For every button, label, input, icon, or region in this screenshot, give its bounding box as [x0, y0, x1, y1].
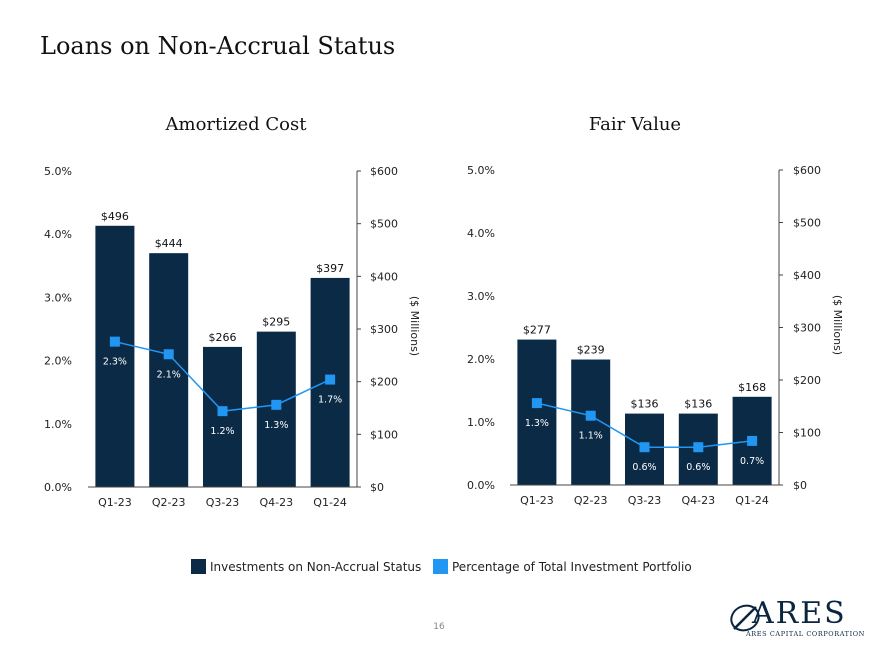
fair-value-left-tick-label: 3.0%: [467, 290, 495, 303]
fair-value-right-tick-label: $400: [793, 269, 821, 282]
fair-value-percentage-marker: [693, 442, 704, 453]
fair-value-right-axis-label: ($ Millions): [831, 295, 844, 355]
amortized-percentage-marker: [109, 336, 120, 347]
fair-value-right-tick-label: $0: [793, 479, 807, 492]
amortized-left-tick-label: 4.0%: [44, 228, 72, 241]
amortized-cost-chart: 0.0% 1.0% 2.0% 3.0% 4.0% 5.0% $0 $100 $200 $300 $4…: [44, 165, 421, 509]
fair-value-left-tick-label: 2.0%: [467, 353, 495, 366]
amortized-percentage-label: 1.3%: [264, 420, 288, 431]
fair-value-bar-q2-23: [571, 359, 611, 485]
amortized-bar-q2-23: [149, 253, 189, 487]
chart-title-amortized-cost: Amortized Cost: [165, 114, 307, 135]
chart-title-fair-value: Fair Value: [588, 114, 682, 135]
logo-wordmark: ARES: [752, 596, 847, 631]
amortized-percentage-label: 2.3%: [103, 357, 127, 368]
fair-value-percentage-label: 0.6%: [686, 462, 710, 473]
amortized-category-label: Q4-23: [259, 496, 293, 509]
amortized-category-label: Q1-23: [98, 496, 132, 509]
fair-value-category-label: Q4-23: [681, 494, 715, 507]
amortized-bar-value-label: $266: [209, 331, 237, 344]
legend-label-line: Percentage of Total Investment Portfolio: [452, 559, 692, 574]
amortized-percentage-label: 2.1%: [157, 369, 181, 380]
fair-value-percentage-label: 1.3%: [525, 418, 549, 429]
fair-value-right-tick-label: $100: [793, 427, 821, 440]
fair-value-percentage-marker: [585, 410, 596, 421]
amortized-left-tick-label: 1.0%: [44, 418, 72, 431]
amortized-right-tick-label: $400: [370, 270, 398, 283]
legend: Investments on Non-Accrual Status Percen…: [0, 559, 878, 579]
logo-subtext: ARES CAPITAL CORPORATION: [746, 630, 865, 638]
fair-value-bar-value-label: $277: [523, 324, 551, 337]
legend-swatch-line: [433, 559, 448, 574]
amortized-right-tick-label: $600: [370, 165, 398, 178]
page-title: Loans on Non-Accrual Status: [40, 32, 396, 60]
fair-value-bar-q1-23: [517, 339, 557, 485]
fair-value-chart: 0.0% 1.0% 2.0% 3.0% 4.0% 5.0% $0 $100 $200 $300 $4…: [467, 164, 844, 507]
amortized-percentage-marker: [163, 349, 174, 360]
fair-value-category-label: Q1-23: [520, 494, 554, 507]
fair-value-category-label: Q3-23: [628, 494, 662, 507]
legend-item-bar: Investments on Non-Accrual Status: [191, 559, 421, 574]
amortized-percentage-label: 1.2%: [210, 426, 234, 437]
amortized-bar-value-label: $496: [101, 210, 129, 223]
amortized-right-tick-label: $0: [370, 481, 384, 494]
fair-value-category-label: Q1-24: [735, 494, 769, 507]
amortized-right-tick-label: $300: [370, 323, 398, 336]
fair-value-left-tick-label: 1.0%: [467, 416, 495, 429]
fair-value-left-tick-label: 0.0%: [467, 479, 495, 492]
fair-value-percentage-marker: [531, 398, 542, 409]
fair-value-left-tick-label: 5.0%: [467, 164, 495, 177]
amortized-right-axis-label: ($ Millions): [408, 296, 421, 356]
fair-value-category-label: Q2-23: [574, 494, 608, 507]
amortized-bar-q1-23: [95, 225, 135, 488]
page-number: 16: [433, 622, 445, 632]
fair-value-right-tick-label: $600: [793, 164, 821, 177]
amortized-bar-value-label: $295: [262, 316, 290, 329]
amortized-right-tick-label: $500: [370, 218, 398, 231]
fair-value-percentage-label: 1.1%: [579, 431, 603, 442]
legend-label-bar: Investments on Non-Accrual Status: [210, 559, 422, 574]
fair-value-bar-value-label: $136: [684, 398, 712, 411]
amortized-left-tick-label: 5.0%: [44, 165, 72, 178]
fair-value-percentage-label: 0.7%: [740, 456, 764, 467]
fair-value-bar-value-label: $239: [577, 344, 605, 357]
company-logo: ARES ARES CAPITAL CORPORATION: [726, 596, 864, 642]
fair-value-bar-value-label: $136: [631, 398, 659, 411]
amortized-left-tick-label: 0.0%: [44, 481, 72, 494]
fair-value-percentage-marker: [747, 435, 758, 446]
amortized-right-tick-label: $200: [370, 376, 398, 389]
legend-item-line: Percentage of Total Investment Portfolio: [433, 559, 692, 574]
amortized-percentage-marker: [217, 406, 228, 417]
logo-mark-icon: [730, 604, 760, 632]
amortized-percentage-marker: [325, 374, 336, 385]
fair-value-percentage-label: 0.6%: [632, 462, 656, 473]
amortized-category-label: Q2-23: [152, 496, 186, 509]
fair-value-right-tick-label: $200: [793, 374, 821, 387]
amortized-category-label: Q1-24: [313, 496, 347, 509]
amortized-left-tick-label: 2.0%: [44, 355, 72, 368]
fair-value-left-tick-label: 4.0%: [467, 227, 495, 240]
legend-swatch-bar: [191, 559, 206, 574]
amortized-percentage-marker: [271, 399, 282, 410]
fair-value-right-tick-label: $500: [793, 217, 821, 230]
amortized-left-tick-label: 3.0%: [44, 291, 72, 304]
amortized-bar-q3-23: [203, 346, 242, 487]
amortized-percentage-label: 1.7%: [318, 395, 342, 406]
amortized-bar-value-label: $397: [316, 262, 344, 275]
amortized-right-tick-label: $100: [370, 428, 398, 441]
fair-value-percentage-marker: [639, 442, 650, 453]
amortized-category-label: Q3-23: [206, 496, 240, 509]
fair-value-bar-value-label: $168: [738, 381, 766, 394]
amortized-bar-value-label: $444: [155, 237, 183, 250]
fair-value-right-tick-label: $300: [793, 322, 821, 335]
